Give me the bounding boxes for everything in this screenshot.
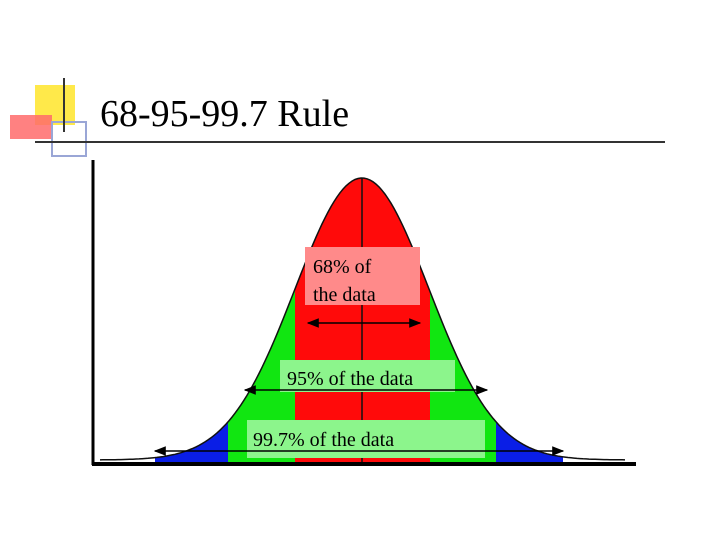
- region-2sigma-left: [228, 178, 295, 463]
- label-1sigma-line2: the data: [313, 284, 376, 306]
- label-3sigma: 99.7% of the data: [253, 429, 394, 451]
- region-2sigma-right: [430, 178, 496, 463]
- regions: [155, 178, 563, 463]
- slide-title: 68-95-99.7 Rule: [100, 93, 349, 135]
- ornament-blue: [51, 121, 87, 157]
- label-1sigma-line1: 68% of: [313, 256, 372, 278]
- region-3sigma-left: [155, 178, 228, 463]
- label-box-1sigma: [305, 247, 420, 305]
- region-3sigma-right: [496, 178, 563, 463]
- ornament-red: [10, 115, 52, 139]
- label-2sigma: 95% of the data: [287, 368, 413, 390]
